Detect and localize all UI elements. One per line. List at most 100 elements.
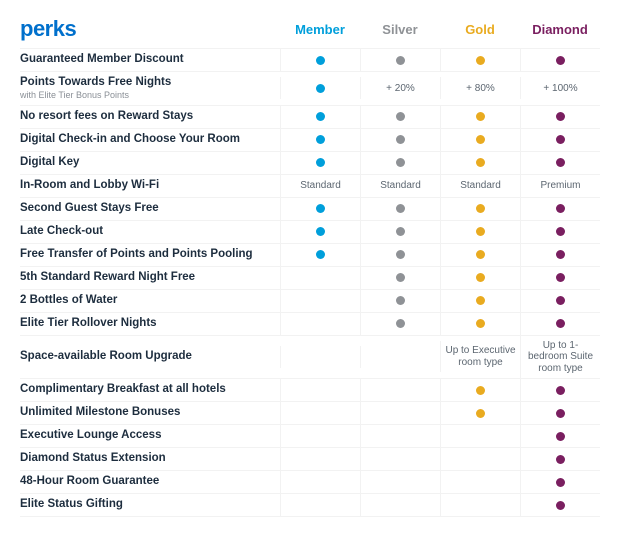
dot-icon: [476, 135, 485, 144]
dot-icon: [316, 158, 325, 167]
dot-icon: [556, 204, 565, 213]
perk-cell: [280, 267, 360, 289]
perk-cell: Standard: [440, 175, 520, 197]
perk-cell: [280, 77, 360, 99]
perk-cell: Standard: [360, 175, 440, 197]
perk-cell: [280, 198, 360, 220]
perk-label: 2 Bottles of Water: [20, 290, 280, 311]
perk-cell: [360, 198, 440, 220]
dot-icon: [396, 112, 405, 121]
perk-cell: [520, 313, 600, 335]
dot-icon: [556, 112, 565, 121]
perk-cell: [440, 244, 520, 266]
perk-cell: Standard: [280, 175, 360, 197]
perk-cell: [280, 129, 360, 151]
perk-cell: [440, 267, 520, 289]
perk-cell: [440, 494, 520, 516]
dot-icon: [316, 56, 325, 65]
perk-cell: [520, 221, 600, 243]
dot-icon: [476, 227, 485, 236]
perk-cell: [440, 471, 520, 493]
perk-cell: [360, 152, 440, 174]
row-separator: [20, 516, 600, 517]
dot-icon: [556, 250, 565, 259]
perk-label: Elite Status Gifting: [20, 494, 280, 515]
perk-cell: [280, 448, 360, 470]
perk-cell: [360, 471, 440, 493]
dot-icon: [476, 204, 485, 213]
perk-cell: [360, 106, 440, 128]
perk-sublabel: with Elite Tier Bonus Points: [20, 90, 280, 100]
perk-cell: [360, 379, 440, 401]
dot-icon: [556, 432, 565, 441]
perk-cell: [520, 494, 600, 516]
perk-cell: Up to Executive room type: [440, 341, 520, 372]
dot-icon: [556, 135, 565, 144]
perk-cell: + 100%: [520, 77, 600, 99]
tier-header-member: Member: [280, 22, 360, 43]
perk-label: Executive Lounge Access: [20, 425, 280, 446]
perk-cell: [280, 402, 360, 424]
dot-icon: [556, 409, 565, 418]
perk-cell: [280, 471, 360, 493]
perk-cell: [520, 106, 600, 128]
perk-cell: [440, 290, 520, 312]
tier-header-diamond: Diamond: [520, 22, 600, 43]
perk-label: Points Towards Free Nightswith Elite Tie…: [20, 72, 280, 105]
perks-table: perksMemberSilverGoldDiamondGuaranteed M…: [20, 16, 612, 517]
perk-cell: Premium: [520, 175, 600, 197]
perk-cell: [280, 346, 360, 368]
perk-cell: [280, 244, 360, 266]
dot-icon: [556, 227, 565, 236]
perk-cell: [440, 198, 520, 220]
perk-cell: [520, 152, 600, 174]
perk-cell: [440, 106, 520, 128]
dot-icon: [556, 273, 565, 282]
perk-cell: Up to 1-bedroom Suite room type: [520, 336, 600, 379]
perk-cell: [280, 290, 360, 312]
perk-cell: [360, 313, 440, 335]
perk-cell: [360, 402, 440, 424]
perk-label: 5th Standard Reward Night Free: [20, 267, 280, 288]
dot-icon: [476, 112, 485, 121]
dot-icon: [556, 478, 565, 487]
perk-cell: [440, 425, 520, 447]
dot-icon: [316, 135, 325, 144]
dot-icon: [476, 319, 485, 328]
dot-icon: [556, 56, 565, 65]
perk-label: Late Check-out: [20, 221, 280, 242]
dot-icon: [396, 227, 405, 236]
perk-label: 48-Hour Room Guarantee: [20, 471, 280, 492]
perk-cell: + 20%: [360, 77, 440, 99]
perk-cell: [440, 379, 520, 401]
perk-cell: [520, 425, 600, 447]
dot-icon: [476, 56, 485, 65]
tier-header-gold: Gold: [440, 22, 520, 43]
perk-label: Digital Key: [20, 152, 280, 173]
perk-cell: [360, 494, 440, 516]
perk-label: No resort fees on Reward Stays: [20, 106, 280, 127]
perk-cell: [360, 290, 440, 312]
dot-icon: [476, 158, 485, 167]
perk-cell: [440, 402, 520, 424]
perk-cell: [360, 129, 440, 151]
dot-icon: [316, 227, 325, 236]
dot-icon: [316, 204, 325, 213]
dot-icon: [316, 84, 325, 93]
dot-icon: [396, 158, 405, 167]
perk-cell: [520, 244, 600, 266]
perk-cell: [520, 129, 600, 151]
perk-cell: [280, 106, 360, 128]
perk-cell: [360, 49, 440, 71]
perk-cell: [440, 152, 520, 174]
dot-icon: [396, 204, 405, 213]
dot-icon: [396, 273, 405, 282]
perk-cell: [280, 313, 360, 335]
dot-icon: [316, 250, 325, 259]
row-separator: [20, 335, 600, 336]
perk-cell: [520, 49, 600, 71]
perk-cell: [360, 425, 440, 447]
tier-header-silver: Silver: [360, 22, 440, 43]
perk-label: Digital Check-in and Choose Your Room: [20, 129, 280, 150]
perk-label: Space-available Room Upgrade: [20, 346, 280, 367]
